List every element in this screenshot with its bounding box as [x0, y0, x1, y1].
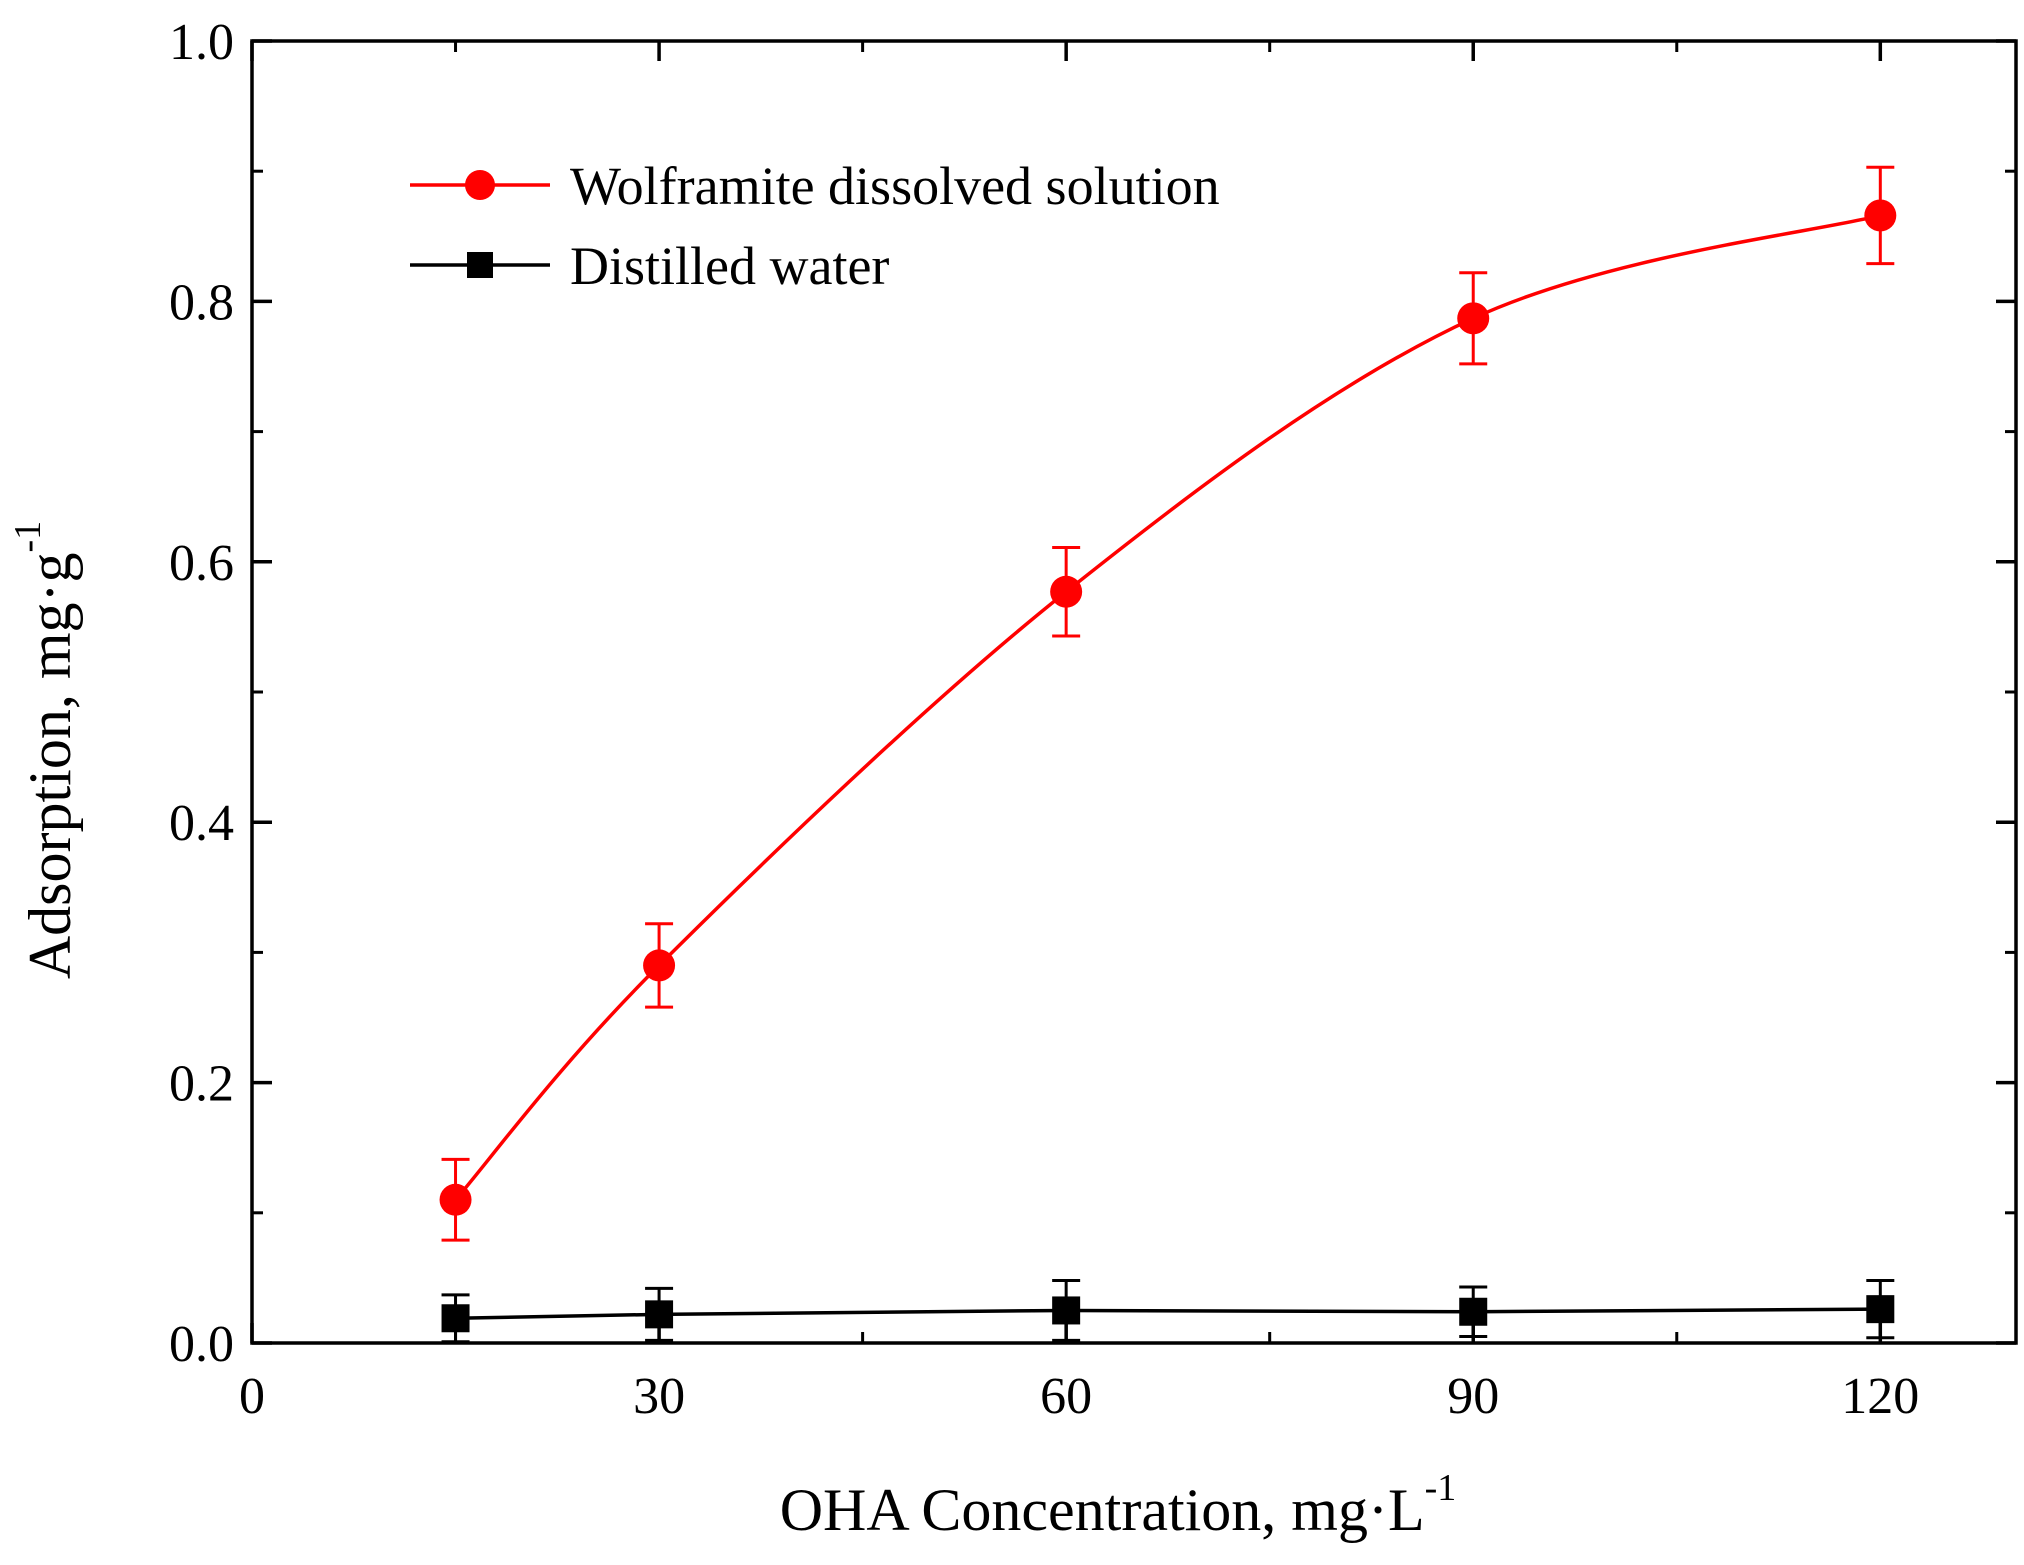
data-point — [441, 1304, 470, 1333]
data-point — [1050, 575, 1083, 608]
data-point — [1457, 302, 1490, 335]
x-tick-label: 30 — [633, 1368, 685, 1425]
x-axis-title: OHA Concentration, mg·L-1 — [780, 1467, 1457, 1543]
x-tick-label: 0 — [239, 1368, 265, 1425]
data-point — [645, 1300, 674, 1329]
data-point — [439, 1183, 472, 1216]
series-wolframite — [439, 165, 1897, 1242]
x-tick-label: 90 — [1447, 1368, 1499, 1425]
major-ticks — [250, 39, 2016, 1345]
data-point — [1866, 1295, 1895, 1324]
y-tick-label: 1.0 — [169, 14, 234, 71]
x-tick-labels: 0 30 60 90 120 — [239, 1368, 1919, 1425]
legend-marker-wolframite — [465, 170, 495, 200]
legend-marker-distilled — [467, 252, 493, 278]
y-tick-label: 0.8 — [169, 274, 234, 331]
legend-entry-wolframite: Wolframite dissolved solution — [410, 156, 1220, 216]
y-tick-labels: 0.0 0.2 0.4 0.6 0.8 1.0 — [169, 14, 234, 1373]
series-layer — [439, 165, 1897, 1344]
x-tick-label: 120 — [1841, 1368, 1919, 1425]
data-point — [1052, 1296, 1081, 1325]
plot-frame — [250, 39, 2018, 1345]
y-tick-label: 0.2 — [169, 1056, 234, 1113]
data-point — [643, 949, 676, 982]
legend-label-wolframite: Wolframite dissolved solution — [570, 156, 1220, 216]
y-tick-label: 0.4 — [169, 795, 234, 852]
data-point — [1459, 1297, 1488, 1326]
data-point — [1864, 199, 1897, 232]
x-tick-label: 60 — [1040, 1368, 1092, 1425]
legend-label-distilled: Distilled water — [570, 236, 889, 296]
legend-entry-distilled: Distilled water — [410, 236, 889, 296]
x-axis-title-superscript: -1 — [1425, 1467, 1457, 1509]
legend: Wolframite dissolved solution Distilled … — [410, 156, 1220, 296]
y-tick-label: 0.6 — [169, 535, 234, 592]
series-distilled-water — [441, 1279, 1895, 1344]
y-axis-title-superscript: -1 — [7, 521, 49, 553]
minor-ticks — [252, 41, 2016, 1343]
y-tick-label: 0.0 — [169, 1316, 234, 1373]
y-axis-title: Adsorption, mg·g-1 — [7, 521, 83, 979]
series-line — [454, 213, 1881, 1201]
